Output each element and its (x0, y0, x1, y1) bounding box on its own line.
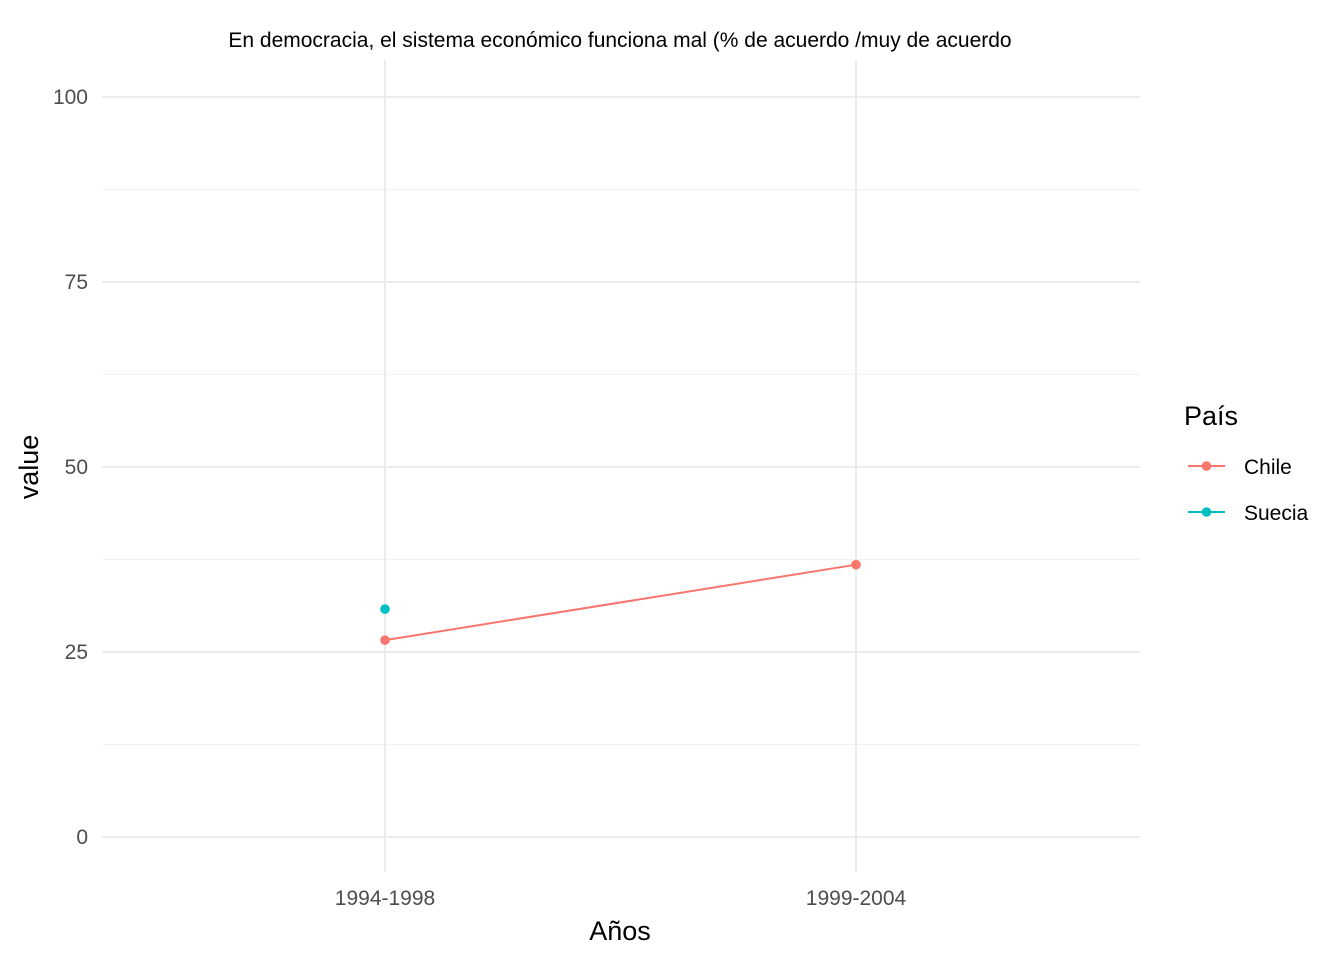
y-tick-label: 0 (76, 826, 88, 849)
legend-label-suecia: Suecia (1244, 502, 1309, 525)
y-tick-label: 25 (65, 641, 88, 664)
y-axis-title: value (14, 435, 44, 500)
x-tick-label: 1994-1998 (335, 887, 435, 910)
y-tick-label: 100 (53, 86, 88, 109)
data-point-suecia (380, 604, 390, 614)
y-tick-labels: 0 25 50 75 100 (53, 86, 88, 849)
legend-title: País (1184, 401, 1238, 431)
x-tick-label: 1999-2004 (806, 887, 907, 910)
y-tick-label: 50 (65, 456, 88, 479)
y-tick-label: 75 (65, 271, 88, 294)
x-grid (384, 60, 857, 872)
data-point-chile (380, 635, 390, 645)
legend: País Chile Suecia (1184, 401, 1309, 525)
legend-items: Chile Suecia (1188, 456, 1309, 525)
legend-key-point-chile (1201, 461, 1212, 471)
x-tick-labels: 1994-1998 1999-2004 (335, 887, 907, 910)
data-point-chile (851, 559, 861, 570)
grid (102, 96, 1140, 838)
x-axis-title: Años (589, 916, 651, 946)
series-line-chile (384, 563, 857, 642)
legend-key-point-suecia (1201, 507, 1212, 517)
legend-label-chile: Chile (1244, 456, 1292, 479)
chart-title: En democracia, el sistema económico func… (228, 29, 1011, 52)
series-layer (380, 559, 861, 645)
